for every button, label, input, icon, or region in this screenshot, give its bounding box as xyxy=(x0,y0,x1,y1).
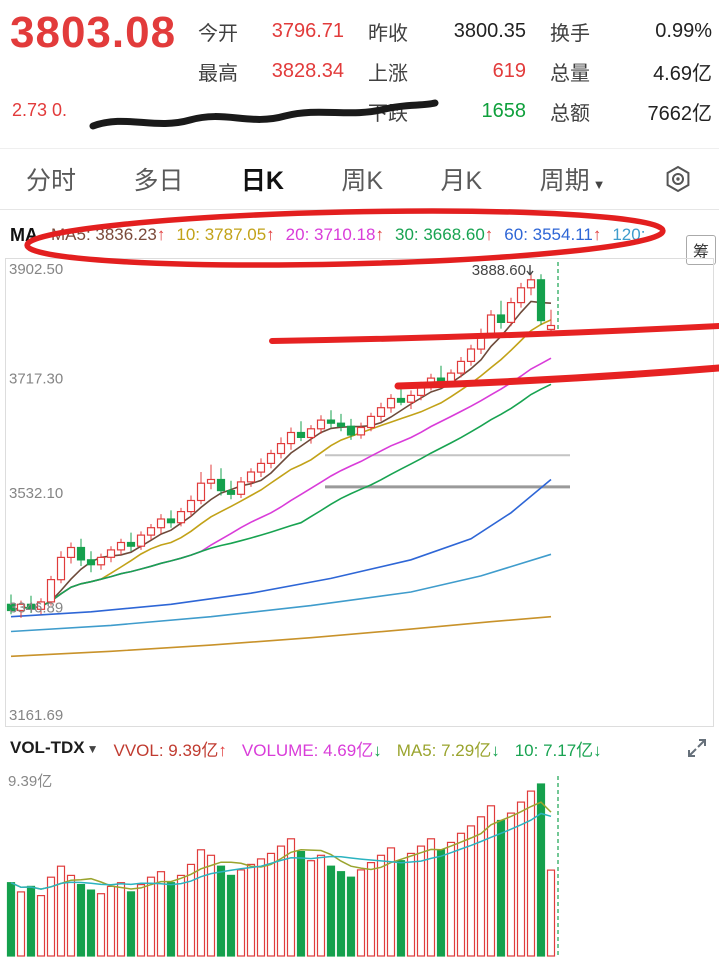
arrow-up-icon: ↑ xyxy=(592,225,602,244)
svg-text:3888.60: 3888.60 xyxy=(472,262,526,279)
stat-empty xyxy=(198,94,344,128)
chevron-down-icon: ▼ xyxy=(86,742,99,756)
indicator-item-VOLUME: VOLUME: 4.69亿↓ xyxy=(242,736,382,761)
indicator-item-MA5: MA5: 3836.23↑ xyxy=(51,225,165,245)
svg-text:3902.50: 3902.50 xyxy=(9,261,63,278)
svg-text:3346.89: 3346.89 xyxy=(9,600,63,617)
tab-weekly-k[interactable]: 周K xyxy=(341,167,384,195)
volume-indicator-bar: VOL-TDX ▼ VVOL: 9.39亿↑ VOLUME: 4.69亿↓ MA5: … xyxy=(0,730,719,766)
stat-label: 上涨 xyxy=(368,62,408,85)
arrow-up-icon: ↑ xyxy=(266,225,275,244)
tab-monthly-k[interactable]: 月K xyxy=(440,167,483,195)
volume-axis-label: 9.39亿 xyxy=(8,773,53,790)
arrow-down-icon: ↓ xyxy=(373,740,382,760)
stat-label: 换手 xyxy=(550,22,590,45)
indicator-text: 120: xyxy=(612,225,646,244)
tab-daily-k[interactable]: 日K xyxy=(240,167,284,195)
quote-stats: 今开 3796.71 昨收 3800.35 换手 0.99% 最高 3828.34 上涨 619 总… xyxy=(198,14,712,128)
volume-indicator-name: VOL-TDX xyxy=(10,738,85,757)
stat-label: 下跌 xyxy=(368,102,408,125)
stat-上涨: 上涨 619 xyxy=(368,54,526,88)
stat-value: 619 xyxy=(492,59,526,82)
arrow-up-icon: ↑ xyxy=(218,740,227,760)
stat-label: 昨收 xyxy=(368,22,408,45)
indicator-item-MA5: MA5: 7.29亿↓ xyxy=(397,736,500,761)
volume-indicator-dropdown[interactable]: VOL-TDX ▼ xyxy=(10,738,99,758)
tab-period[interactable]: 周期 ▼ xyxy=(539,167,606,195)
main-candlestick-chart[interactable]: 3902.50 3717.30 3532.10 3346.89 3161.69 3888.… xyxy=(0,258,719,728)
chevron-down-icon: ▼ xyxy=(592,177,606,192)
stat-下跌: 下跌 1658 xyxy=(368,94,526,128)
indicator-text: VOLUME: 4.69亿 xyxy=(241,740,374,760)
indicator-text: MA5: 3836.23 xyxy=(51,225,157,244)
stat-value: 3800.35 xyxy=(453,19,526,42)
indicator-text: 10: 3787.05 xyxy=(176,225,267,244)
svg-text:3532.10: 3532.10 xyxy=(9,485,63,502)
stat-label: 今开 xyxy=(198,22,238,45)
arrow-down-icon: ↓ xyxy=(491,740,500,760)
chart-type-tabs: 分时 多日 日K 周K 月K 周期 ▼ xyxy=(0,148,719,210)
indicator-item-60: 60: 3554.11↑ xyxy=(504,225,601,245)
chip-distribution-button[interactable]: 筹 xyxy=(685,235,716,265)
stat-总量: 总量 4.69亿 xyxy=(550,54,712,88)
current-price: 3803.08 xyxy=(10,8,177,57)
stat-value: 3828.34 xyxy=(271,59,344,82)
arrow-down-icon: ↓ xyxy=(593,740,602,760)
indicator-text: 30: 3668.60 xyxy=(394,225,485,244)
tab-multi-day[interactable]: 多日 xyxy=(133,167,184,195)
arrow-up-icon: ↑ xyxy=(156,225,166,244)
arrow-up-icon: ↑ xyxy=(375,225,384,244)
stat-label: 总额 xyxy=(550,102,590,125)
indicator-item-VVOL: VVOL: 9.39亿↑ xyxy=(114,736,227,761)
price-change: 2.73 0. xyxy=(12,100,68,120)
stat-总额: 总额 7662亿 xyxy=(550,94,712,128)
stat-value: 3796.71 xyxy=(271,19,344,42)
svg-text:3161.69: 3161.69 xyxy=(9,707,63,724)
ma-label: MA xyxy=(10,224,38,245)
volume-chart[interactable] xyxy=(0,766,719,959)
stat-value: 1658 xyxy=(481,99,527,122)
arrow-up-icon: ↑ xyxy=(484,225,494,244)
stat-最高: 最高 3828.34 xyxy=(198,54,344,88)
indicator-text: 60: 3554.11 xyxy=(504,225,593,244)
expand-icon[interactable] xyxy=(685,736,709,760)
ma-indicator-bar: MA MA5: 3836.23↑ 10: 3787.05↑ 20: 3710.18↑… xyxy=(0,212,719,258)
indicator-item-10: 10: 7.17亿↓ xyxy=(515,736,602,761)
indicator-item-20: 20: 3710.18↑ xyxy=(286,225,384,245)
settings-icon[interactable] xyxy=(663,164,693,194)
indicator-item-10: 10: 3787.05↑ xyxy=(176,225,274,245)
stat-label: 总量 xyxy=(550,62,590,85)
indicator-item-120: 120: xyxy=(612,225,645,245)
indicator-text: VVOL: 9.39亿 xyxy=(113,740,219,760)
tab-minute[interactable]: 分时 xyxy=(26,167,77,195)
indicator-item-30: 30: 3668.60↑ xyxy=(395,225,493,245)
indicator-text: MA5: 7.29亿 xyxy=(396,740,492,760)
stat-label: 最高 xyxy=(198,62,238,85)
stat-value: 7662亿 xyxy=(647,102,713,125)
stat-昨收: 昨收 3800.35 xyxy=(368,14,526,48)
stat-换手: 换手 0.99% xyxy=(550,14,712,48)
indicator-text: 20: 3710.18 xyxy=(285,225,376,244)
stat-今开: 今开 3796.71 xyxy=(198,14,344,48)
svg-text:3717.30: 3717.30 xyxy=(9,371,63,388)
stat-value: 4.69亿 xyxy=(653,62,712,85)
indicator-text: 10: 7.17亿 xyxy=(514,740,594,760)
stat-value: 0.99% xyxy=(655,19,712,42)
